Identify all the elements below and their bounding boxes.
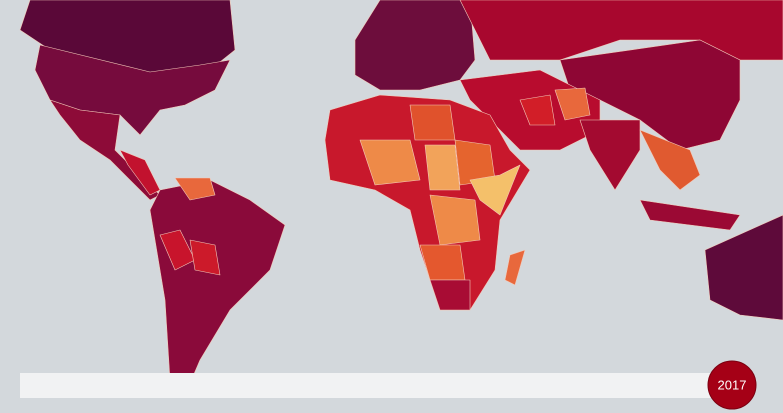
madagascar [504, 249, 526, 286]
australia [704, 214, 783, 321]
horn-of-africa [469, 164, 521, 216]
venezuela [174, 177, 216, 201]
libya [409, 104, 456, 141]
europe [354, 0, 476, 91]
timeline-track[interactable] [20, 373, 732, 398]
south-america [149, 179, 286, 396]
sahel-west [359, 139, 421, 186]
bolivia [189, 239, 221, 276]
dr-congo [429, 194, 481, 246]
countries [19, 0, 783, 396]
southern-africa [429, 279, 471, 311]
timeline[interactable]: 2017 [20, 360, 757, 410]
iran [519, 94, 556, 126]
central-america-south [119, 149, 161, 196]
chad [424, 144, 461, 191]
year-handle[interactable] [707, 360, 757, 410]
afghanistan [554, 87, 591, 121]
indonesia [639, 199, 741, 231]
southeast-asia [639, 129, 701, 191]
india [579, 119, 641, 191]
year-label: 2017 [718, 377, 747, 392]
